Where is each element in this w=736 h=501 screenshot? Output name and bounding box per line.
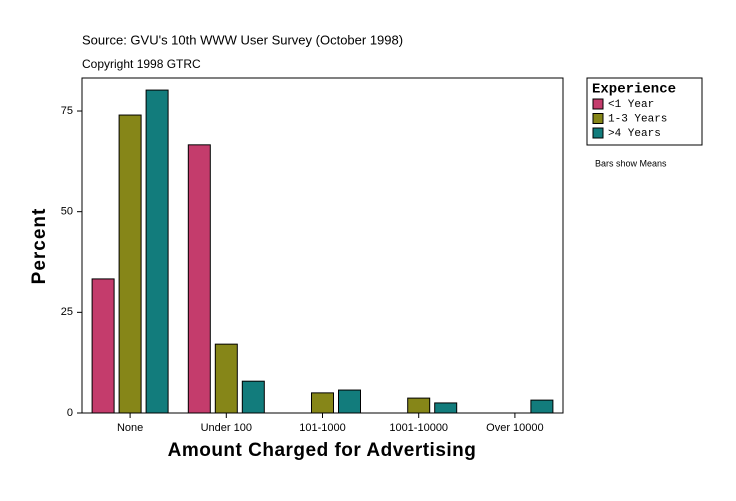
bar [434,402,458,414]
x-tick-label: 101-1000 [299,422,346,434]
bar [187,144,211,414]
x-tick-label: Over 10000 [486,422,543,434]
x-axis-title: Amount Charged for Advertising [168,440,477,461]
x-tick-label: None [117,422,143,434]
legend-label: >4 Years [608,128,661,140]
y-axis-title: Percent [29,208,50,285]
legend-swatch [592,98,604,110]
legend-swatch [592,127,604,139]
y-tick-label: 0 [67,407,73,419]
copyright: Copyright 1998 GTRC [82,57,201,71]
bar [407,397,431,414]
source: Source: GVU's 10th WWW User Survey (Octo… [82,32,403,47]
bar [118,114,142,414]
legend-swatch [592,113,604,124]
legend-box [586,77,703,146]
x-tick-label: 1001-10000 [389,422,448,434]
bar [91,278,115,414]
bar [241,380,265,414]
y-tick-label: 50 [61,206,73,218]
x-tick-label: Under 100 [201,422,252,434]
bar [338,389,361,414]
note: Bars show Means [595,158,667,168]
bar [214,343,238,414]
legend-label: 1-3 Years [608,113,667,125]
bar [311,392,334,414]
legend-label: <1 Year [608,99,654,111]
y-tick-label: 75 [61,105,73,117]
bar [145,89,169,414]
bar [530,399,554,414]
legend-title: Experience [592,82,676,98]
y-tick-label: 25 [61,306,73,318]
